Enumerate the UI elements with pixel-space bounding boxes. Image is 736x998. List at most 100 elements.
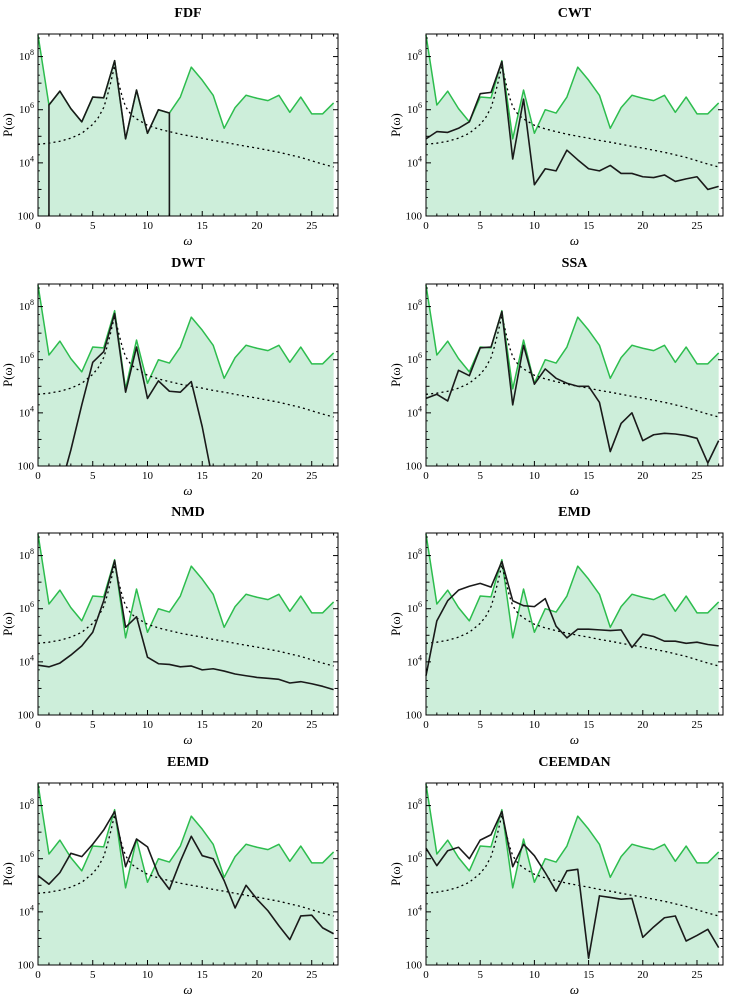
x-tick-label: 25 [306, 719, 318, 731]
component-spectrum-line [425, 560, 719, 676]
y-tick-label: 106 [407, 351, 422, 366]
signal-spectrum-area [426, 533, 719, 715]
y-tick-label: 104 [407, 154, 422, 169]
y-tick-label: 106 [407, 600, 422, 615]
plot-frame [425, 782, 724, 965]
x-tick-label: 0 [423, 220, 429, 232]
noise-fit-line [425, 813, 719, 917]
x-tick-label: 10 [142, 220, 154, 232]
x-axis-label: ω [570, 233, 579, 248]
panel-title: CWT [558, 6, 592, 21]
y-tick-label: 108 [19, 797, 34, 812]
plot-frame [425, 283, 724, 466]
x-tick-label: 0 [423, 969, 429, 981]
panel-title: NMD [171, 505, 204, 520]
y-tick-label: 104 [407, 653, 422, 668]
component-spectrum-line [425, 810, 720, 959]
noise-fit-line [37, 813, 334, 917]
signal-spectrum-line [37, 783, 335, 889]
panel-title: FDF [174, 6, 201, 21]
y-tick-label: 108 [407, 547, 422, 562]
y-tick-label: 108 [19, 547, 34, 562]
signal-spectrum-area [38, 34, 334, 216]
y-tick-label: 104 [19, 653, 34, 668]
y-tick-label: 106 [407, 101, 422, 116]
component-spectrum-line [65, 312, 211, 466]
x-tick-label: 5 [90, 220, 96, 232]
component-spectrum-line [37, 810, 334, 940]
x-tick-label: 0 [35, 969, 41, 981]
plot-frame [425, 532, 724, 716]
panel-eemd: 0 5 10 15 20 25 100 104 106 108 EEMD ω P(ω) [0, 749, 368, 998]
plot-frame [37, 532, 339, 716]
x-tick-label: 0 [35, 470, 41, 482]
y-axis-label: P(ω) [389, 363, 403, 387]
y-tick-label: 106 [407, 850, 422, 865]
x-tick-label: 10 [142, 719, 154, 731]
x-tick-label: 20 [251, 470, 263, 482]
y-tick-label: 100 [406, 959, 423, 971]
panel-fdf: 0 5 10 15 20 25 100 104 106 108 FDF ω P(ω) [0, 0, 368, 250]
signal-spectrum-line [425, 783, 720, 889]
x-tick-label: 10 [142, 969, 154, 981]
y-tick-label: 106 [19, 351, 34, 366]
chart-cwt: 0 5 10 15 20 25 100 104 106 108 CWT ω P(ω) [389, 6, 724, 248]
signal-spectrum-area [38, 783, 334, 965]
noise-fit-line [37, 314, 334, 418]
y-axis-label: P(ω) [1, 363, 15, 387]
panel-title: EMD [558, 505, 591, 520]
chart-dwt: 0 5 10 15 20 25 100 104 106 108 DWT ω P(ω) [1, 256, 339, 498]
x-tick-label: 25 [306, 220, 318, 232]
plot-frame [37, 283, 339, 466]
x-tick-label: 5 [477, 719, 483, 731]
panel-title: SSA [562, 256, 589, 271]
x-tick-label: 20 [637, 719, 649, 731]
x-tick-label: 10 [529, 220, 541, 232]
x-tick-label: 10 [529, 969, 541, 981]
signal-spectrum-area [426, 783, 719, 965]
y-tick-label: 100 [18, 460, 35, 472]
component-spectrum-line [425, 60, 719, 191]
signal-spectrum-line [37, 533, 335, 639]
chart-emd: 0 5 10 15 20 25 100 104 106 108 EMD ω P(ω) [389, 505, 724, 747]
signal-spectrum-line [425, 284, 720, 390]
x-axis-label: ω [570, 982, 579, 997]
panel-ceemdan: 0 5 10 15 20 25 100 104 106 108 CEEMDAN ω P(ω) [368, 749, 736, 998]
x-tick-label: 15 [583, 220, 595, 232]
x-tick-label: 0 [35, 220, 41, 232]
x-tick-label: 0 [423, 470, 429, 482]
x-tick-label: 5 [90, 969, 96, 981]
y-axis-label: P(ω) [1, 862, 15, 886]
x-tick-label: 20 [637, 220, 649, 232]
y-tick-label: 104 [407, 404, 422, 419]
y-tick-label: 100 [18, 710, 35, 722]
noise-fit-line [37, 564, 334, 667]
panel-emd: 0 5 10 15 20 25 100 104 106 108 EMD ω P(ω) [368, 499, 736, 749]
noise-fit-line [425, 564, 719, 667]
x-tick-label: 25 [306, 470, 318, 482]
x-tick-label: 5 [477, 969, 483, 981]
x-tick-label: 15 [197, 719, 209, 731]
y-axis-label: P(ω) [389, 862, 403, 886]
chart-ssa: 0 5 10 15 20 25 100 104 106 108 SSA ω P(ω) [389, 256, 724, 498]
chart-fdf: 0 5 10 15 20 25 100 104 106 108 FDF ω P(ω) [1, 6, 339, 248]
x-tick-label: 15 [197, 220, 209, 232]
y-tick-label: 108 [407, 298, 422, 313]
x-tick-label: 0 [35, 719, 41, 731]
x-tick-label: 15 [583, 969, 595, 981]
signal-spectrum-area [426, 34, 719, 216]
panel-title: EEMD [167, 755, 209, 770]
y-tick-label: 108 [407, 797, 422, 812]
component-spectrum-line [48, 59, 171, 216]
signal-spectrum-area [426, 284, 719, 466]
chart-eemd: 0 5 10 15 20 25 100 104 106 108 EEMD ω P(ω) [1, 755, 339, 997]
plot-frame [425, 33, 724, 217]
panel-nmd: 0 5 10 15 20 25 100 104 106 108 NMD ω P(ω) [0, 499, 368, 749]
x-axis-label: ω [183, 732, 192, 747]
x-tick-label: 10 [142, 470, 154, 482]
signal-spectrum-area [38, 284, 334, 466]
signal-spectrum-line [37, 284, 335, 390]
panel-dwt: 0 5 10 15 20 25 100 104 106 108 DWT ω P(ω) [0, 250, 368, 500]
x-tick-label: 5 [90, 719, 96, 731]
